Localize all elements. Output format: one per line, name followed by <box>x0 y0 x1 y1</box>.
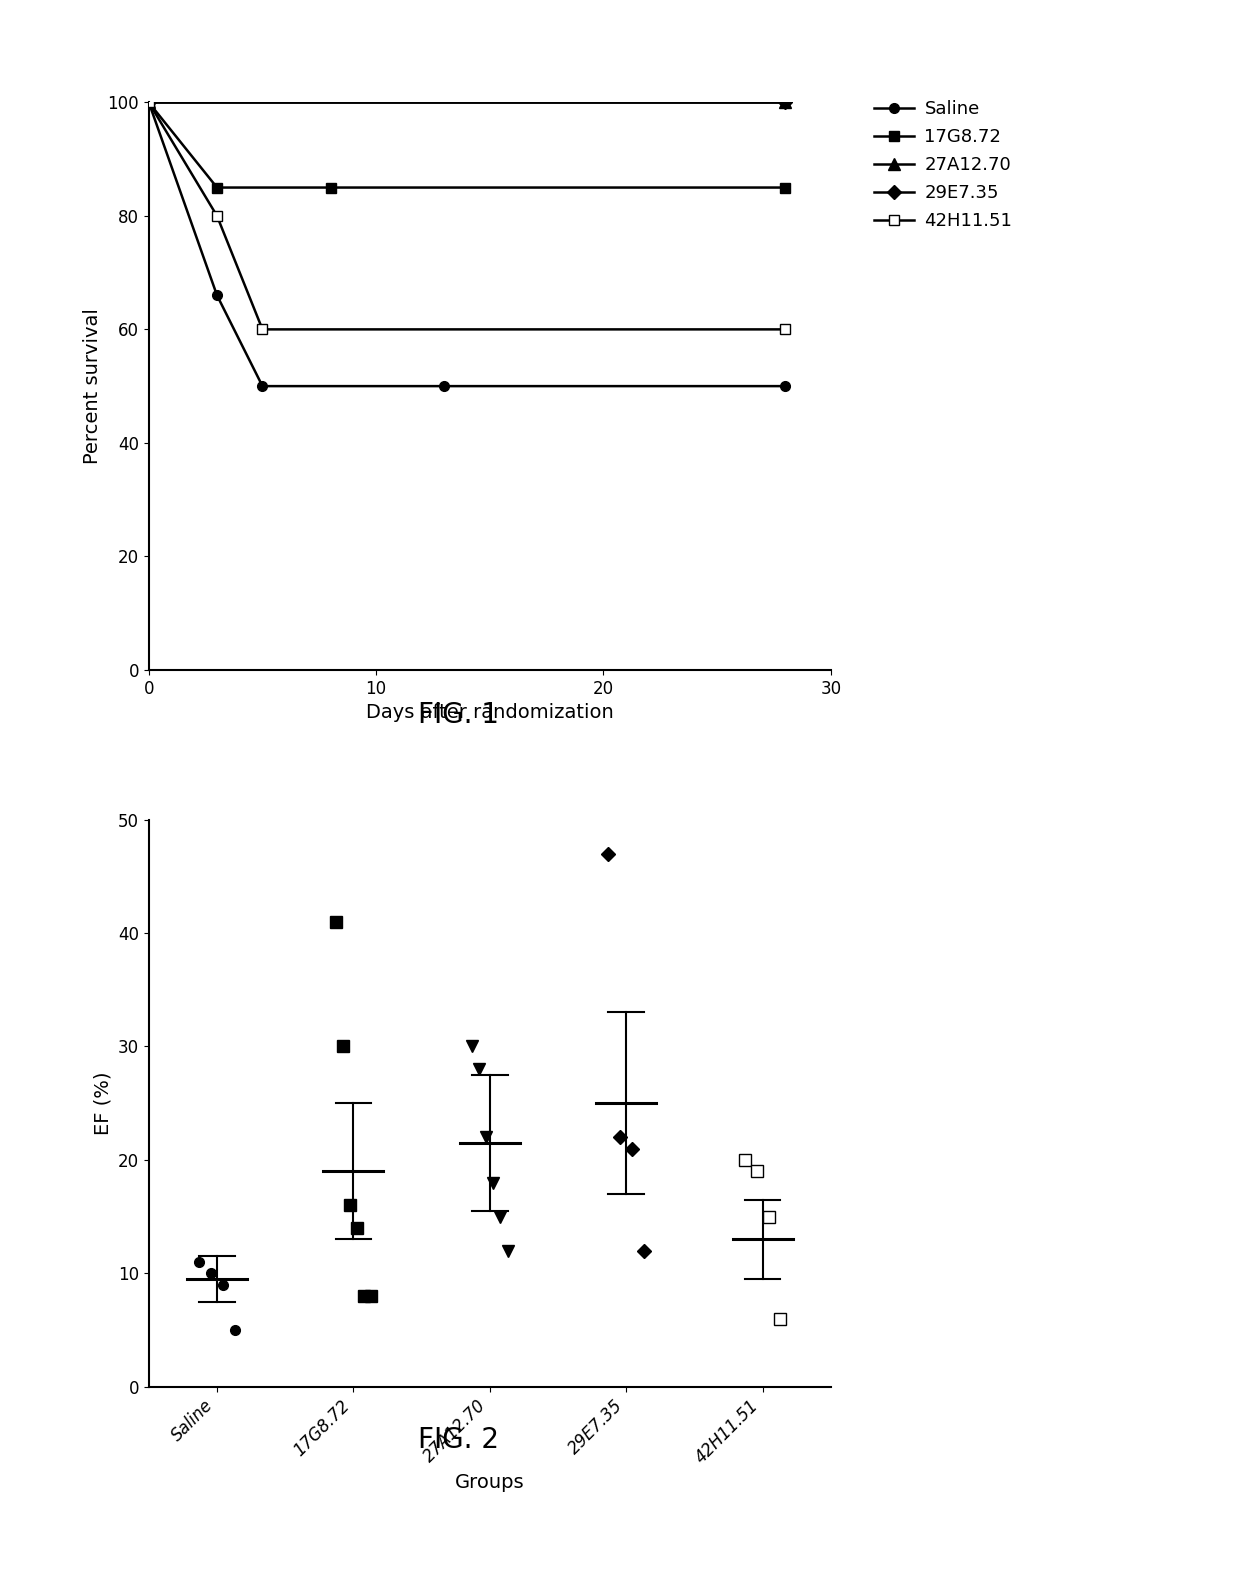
Y-axis label: Percent survival: Percent survival <box>83 309 102 463</box>
Text: FIG. 1: FIG. 1 <box>418 701 500 730</box>
X-axis label: Groups: Groups <box>455 1472 525 1491</box>
Legend: Saline, 17G8.72, 27A12.70, 29E7.35, 42H11.51: Saline, 17G8.72, 27A12.70, 29E7.35, 42H1… <box>874 101 1012 230</box>
Text: FIG. 2: FIG. 2 <box>418 1426 500 1455</box>
X-axis label: Days after randomization: Days after randomization <box>366 703 614 722</box>
Y-axis label: EF (%): EF (%) <box>93 1072 113 1135</box>
